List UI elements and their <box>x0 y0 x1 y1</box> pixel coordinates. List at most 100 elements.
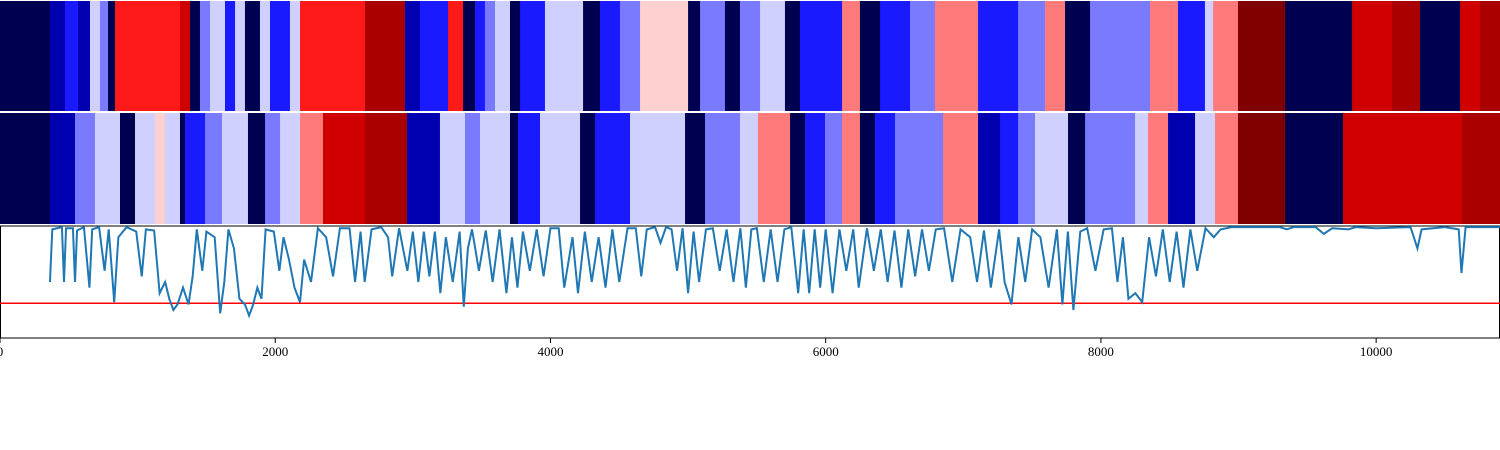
segment <box>757 113 791 224</box>
segment <box>463 1 476 111</box>
segment <box>1150 1 1179 111</box>
segment <box>540 113 581 224</box>
segment <box>280 113 301 224</box>
segment <box>580 113 596 224</box>
segment <box>407 113 441 224</box>
segment <box>600 1 621 111</box>
segment <box>688 1 701 111</box>
x-tick-label: 8000 <box>1088 344 1114 359</box>
segment <box>1462 113 1500 224</box>
segment <box>480 113 511 224</box>
segment <box>520 1 546 111</box>
segment <box>760 1 786 111</box>
segment <box>805 113 826 224</box>
segment <box>495 1 511 111</box>
segment <box>225 1 236 111</box>
segment <box>700 1 726 111</box>
segment <box>405 1 421 111</box>
segment <box>210 1 226 111</box>
segment <box>978 1 1019 111</box>
segment <box>184 113 206 224</box>
segment <box>90 1 101 111</box>
segment <box>221 113 249 224</box>
segment <box>1285 1 1353 111</box>
segment <box>199 1 211 111</box>
segment <box>448 1 464 111</box>
segment <box>1460 1 1481 111</box>
segment <box>583 1 601 111</box>
segment <box>94 113 121 224</box>
segment <box>300 113 324 224</box>
segment <box>1285 113 1344 224</box>
segment <box>270 1 291 111</box>
segment <box>439 113 466 224</box>
segment <box>180 113 186 224</box>
segment <box>115 1 181 111</box>
segment <box>108 1 116 111</box>
segment <box>640 1 689 111</box>
segment <box>978 113 1001 224</box>
segment <box>1068 113 1086 224</box>
segment <box>259 1 271 111</box>
segment <box>1420 1 1461 111</box>
segment <box>544 1 584 111</box>
segment <box>0 113 51 224</box>
x-tick-label: 4000 <box>537 344 563 359</box>
segment <box>784 1 801 111</box>
segment <box>880 1 911 111</box>
segment <box>517 113 541 224</box>
segment <box>322 113 366 224</box>
segment <box>799 1 843 111</box>
segment <box>484 1 496 111</box>
segment <box>64 1 79 111</box>
segment <box>1213 1 1239 111</box>
segment <box>135 113 156 224</box>
segment <box>739 1 761 111</box>
segment <box>364 113 408 224</box>
segment <box>78 1 91 111</box>
segment <box>1035 113 1069 224</box>
segment <box>1237 113 1286 224</box>
segment <box>874 113 896 224</box>
segment <box>1215 113 1239 224</box>
segment <box>842 113 861 224</box>
segment <box>859 1 881 111</box>
segment <box>910 1 936 111</box>
segment <box>842 1 861 111</box>
segment <box>790 113 806 224</box>
segment <box>825 113 843 224</box>
segment <box>1195 113 1216 224</box>
segment <box>1168 113 1196 224</box>
segment <box>364 1 406 111</box>
segment <box>1480 1 1500 111</box>
segment <box>943 113 979 224</box>
segment <box>154 113 166 224</box>
segment <box>1204 1 1214 111</box>
segment <box>120 113 136 224</box>
segment <box>235 1 246 111</box>
x-tick-label: 6000 <box>813 344 839 359</box>
segment <box>739 113 759 224</box>
segment <box>244 1 261 111</box>
segment <box>1135 113 1149 224</box>
segment <box>1147 113 1169 224</box>
segment <box>180 1 191 111</box>
segment <box>1045 1 1066 111</box>
segment <box>49 113 76 224</box>
segment <box>49 1 66 111</box>
x-tick-label: 2000 <box>262 344 288 359</box>
segment <box>1085 113 1136 224</box>
segment <box>289 1 301 111</box>
segment <box>510 1 521 111</box>
segment <box>1065 1 1091 111</box>
segment <box>724 1 741 111</box>
segment <box>1237 1 1286 111</box>
segment <box>1177 1 1206 111</box>
segment <box>1090 1 1151 111</box>
segment <box>465 113 481 224</box>
x-tick-label: 0 <box>0 344 3 359</box>
segment <box>247 113 266 224</box>
segment <box>1391 1 1421 111</box>
segment <box>895 113 944 224</box>
